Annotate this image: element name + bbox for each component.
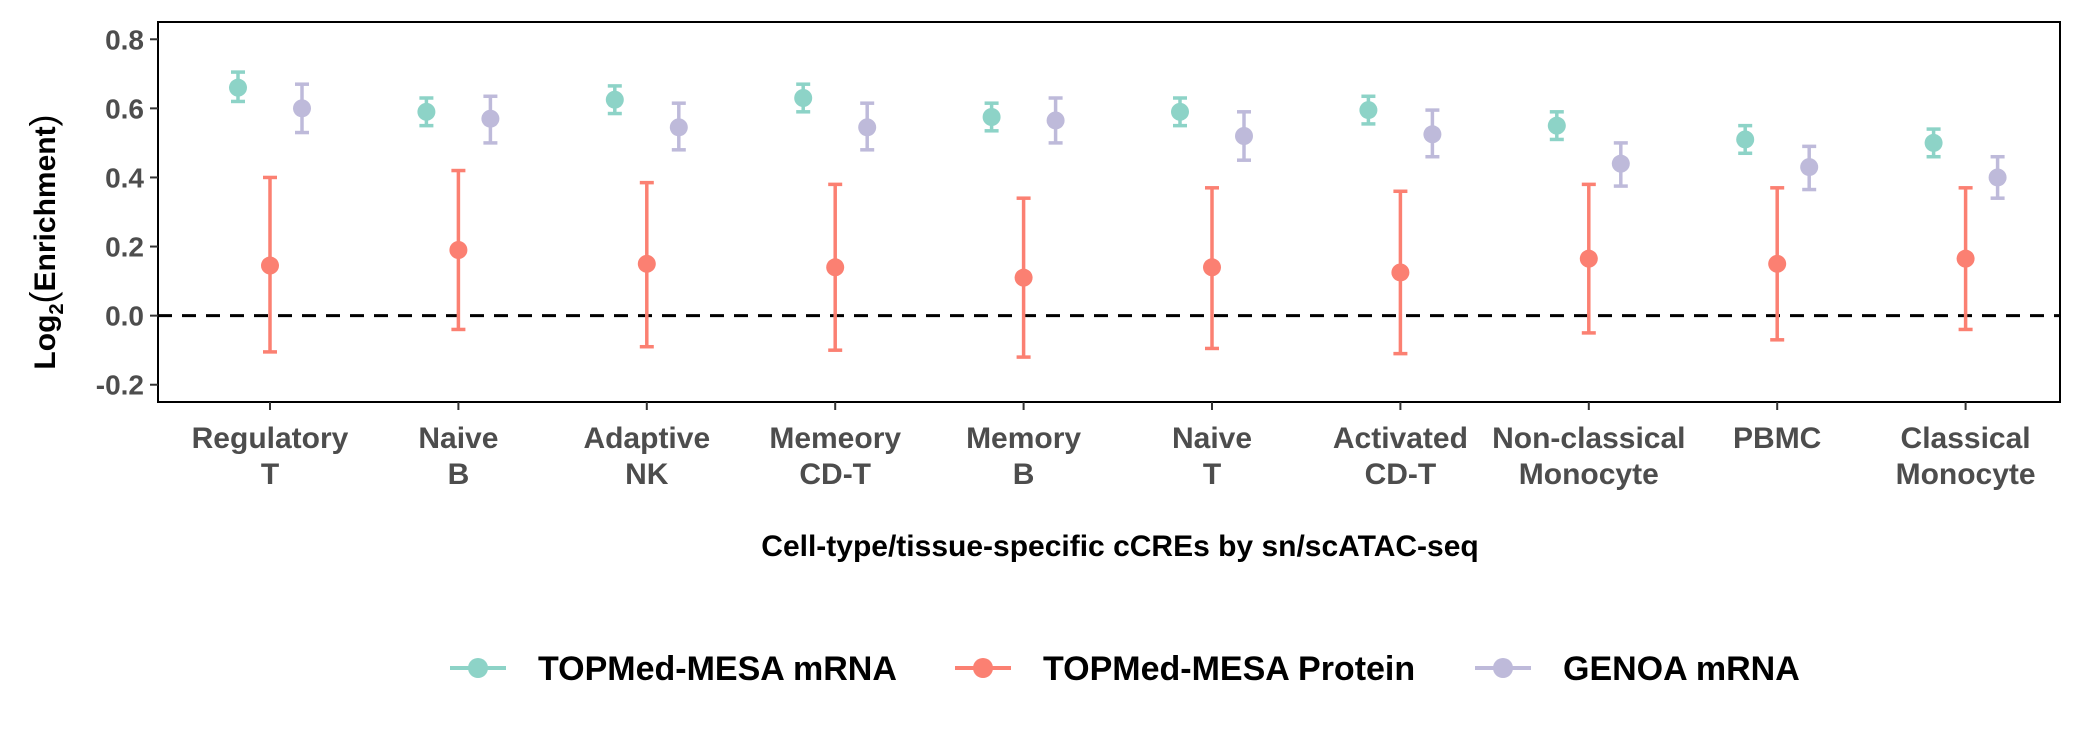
data-point xyxy=(1579,249,1598,268)
x-tick-label: Naive B xyxy=(418,422,498,491)
x-tick-label-line2: B xyxy=(1013,458,1035,491)
x-tick-label-line2: Monocyte xyxy=(1896,458,2036,491)
x-tick-label-line1: Adaptive xyxy=(583,422,710,455)
legend-item: GENOA mRNA xyxy=(1475,650,1800,688)
plot-border xyxy=(157,21,2061,403)
legend-item: TOPMed-MESA mRNA xyxy=(450,650,897,688)
x-tick-label-line1: Regulatory xyxy=(192,422,349,455)
data-point xyxy=(637,254,656,273)
x-tick-label: Activated CD-T xyxy=(1333,422,1468,491)
data-point xyxy=(261,256,279,275)
y-axis: -0.2 0.0 0.2 0.4 0.6 0.8 xyxy=(96,24,158,401)
legend-label: TOPMed-MESA Protein xyxy=(1043,650,1415,688)
data-point xyxy=(794,89,813,107)
data-point xyxy=(1391,263,1410,282)
data-point xyxy=(229,78,247,97)
x-axis-title: Cell-type/tissue-specific cCREs by sn/sc… xyxy=(761,530,1478,563)
legend-label: TOPMed-MESA mRNA xyxy=(538,650,897,688)
x-tick-label-line2: CD-T xyxy=(1365,458,1437,491)
data-point xyxy=(605,90,624,109)
y-axis-title-prefix: Log xyxy=(29,315,62,370)
x-tick-label: Memeory CD-T xyxy=(769,422,901,491)
x-tick-label: Non-classical Monocyte xyxy=(1492,422,1685,491)
y-axis-title-open-paren: ( xyxy=(22,291,63,303)
legend: TOPMed-MESA mRNA TOPMed-MESA Protein GENOA… xyxy=(450,650,1800,688)
y-tick-label: 0.8 xyxy=(105,24,144,55)
x-tick-label-line2: CD-T xyxy=(799,458,871,491)
y-axis-title-inner: Enrichment xyxy=(29,126,62,291)
x-tick-label: Adaptive NK xyxy=(583,422,710,491)
x-tick-label: Memory B xyxy=(966,422,1081,491)
data-point xyxy=(481,109,500,128)
data-point xyxy=(826,258,845,277)
data-point xyxy=(1924,133,1943,152)
data-point xyxy=(1611,154,1630,173)
data-point xyxy=(1768,254,1787,273)
data-point xyxy=(1988,168,2007,187)
x-tick-label-line1: Non-classical xyxy=(1492,422,1685,455)
y-tick-label: 0.2 xyxy=(105,232,144,263)
data-point xyxy=(982,108,1001,126)
data-point xyxy=(1014,268,1033,287)
x-tick-label-line1: Memeory xyxy=(769,422,901,455)
x-tick-label-line2: T xyxy=(261,458,279,491)
data-point xyxy=(858,118,877,137)
x-tick-label-line2: T xyxy=(1203,458,1221,491)
data-point xyxy=(1956,249,1975,268)
y-tick-label: -0.2 xyxy=(96,370,144,401)
x-tick-label-line2: NK xyxy=(625,458,669,491)
x-tick-label-line1: PBMC xyxy=(1733,422,1821,455)
x-tick-label-line2: Monocyte xyxy=(1519,458,1659,491)
data-point xyxy=(669,118,688,137)
y-tick-label: 0.4 xyxy=(105,162,144,193)
data-point xyxy=(1203,258,1221,277)
x-tick-label-line1: Naive xyxy=(1172,422,1252,455)
plot-area xyxy=(157,21,2061,403)
x-tick-label: Naive T xyxy=(1172,422,1252,491)
data-point xyxy=(449,241,468,259)
legend-item: TOPMed-MESA Protein xyxy=(955,650,1415,688)
data-point xyxy=(293,99,311,118)
data-point xyxy=(417,102,436,121)
legend-key-point xyxy=(468,658,488,678)
legend-key-point xyxy=(1493,658,1513,678)
y-tick-label: 0.6 xyxy=(105,93,144,124)
y-axis-title: Log2(Enrichment) xyxy=(22,114,68,369)
y-axis-title-close-paren: ) xyxy=(22,114,63,126)
data-point xyxy=(1235,127,1253,145)
legend-label: GENOA mRNA xyxy=(1563,650,1800,688)
data-point xyxy=(1423,125,1442,144)
data-point xyxy=(1736,130,1755,149)
data-point xyxy=(1800,158,1819,177)
x-tick-label-line1: Naive xyxy=(418,422,498,455)
x-tick-label: Classical Monocyte xyxy=(1896,422,2036,491)
y-tick-label: 0.0 xyxy=(105,301,144,332)
legend-key-point xyxy=(973,658,993,678)
data-point xyxy=(1171,102,1189,121)
x-tick-label-line2: B xyxy=(448,458,470,491)
series-2 xyxy=(293,82,2007,200)
data-point xyxy=(1046,111,1065,130)
series-1 xyxy=(261,168,1975,359)
x-tick-label: Regulatory T xyxy=(192,422,349,491)
data-point xyxy=(1359,101,1378,120)
x-tick-label: PBMC xyxy=(1733,422,1821,455)
series-0 xyxy=(229,70,1943,159)
data-point xyxy=(1547,116,1566,135)
y-axis-title-subscript: 2 xyxy=(46,303,68,314)
x-tick-label-line1: Memory xyxy=(966,422,1081,455)
x-tick-label-line1: Classical xyxy=(1901,422,2031,455)
x-tick-label-line1: Activated xyxy=(1333,422,1468,455)
